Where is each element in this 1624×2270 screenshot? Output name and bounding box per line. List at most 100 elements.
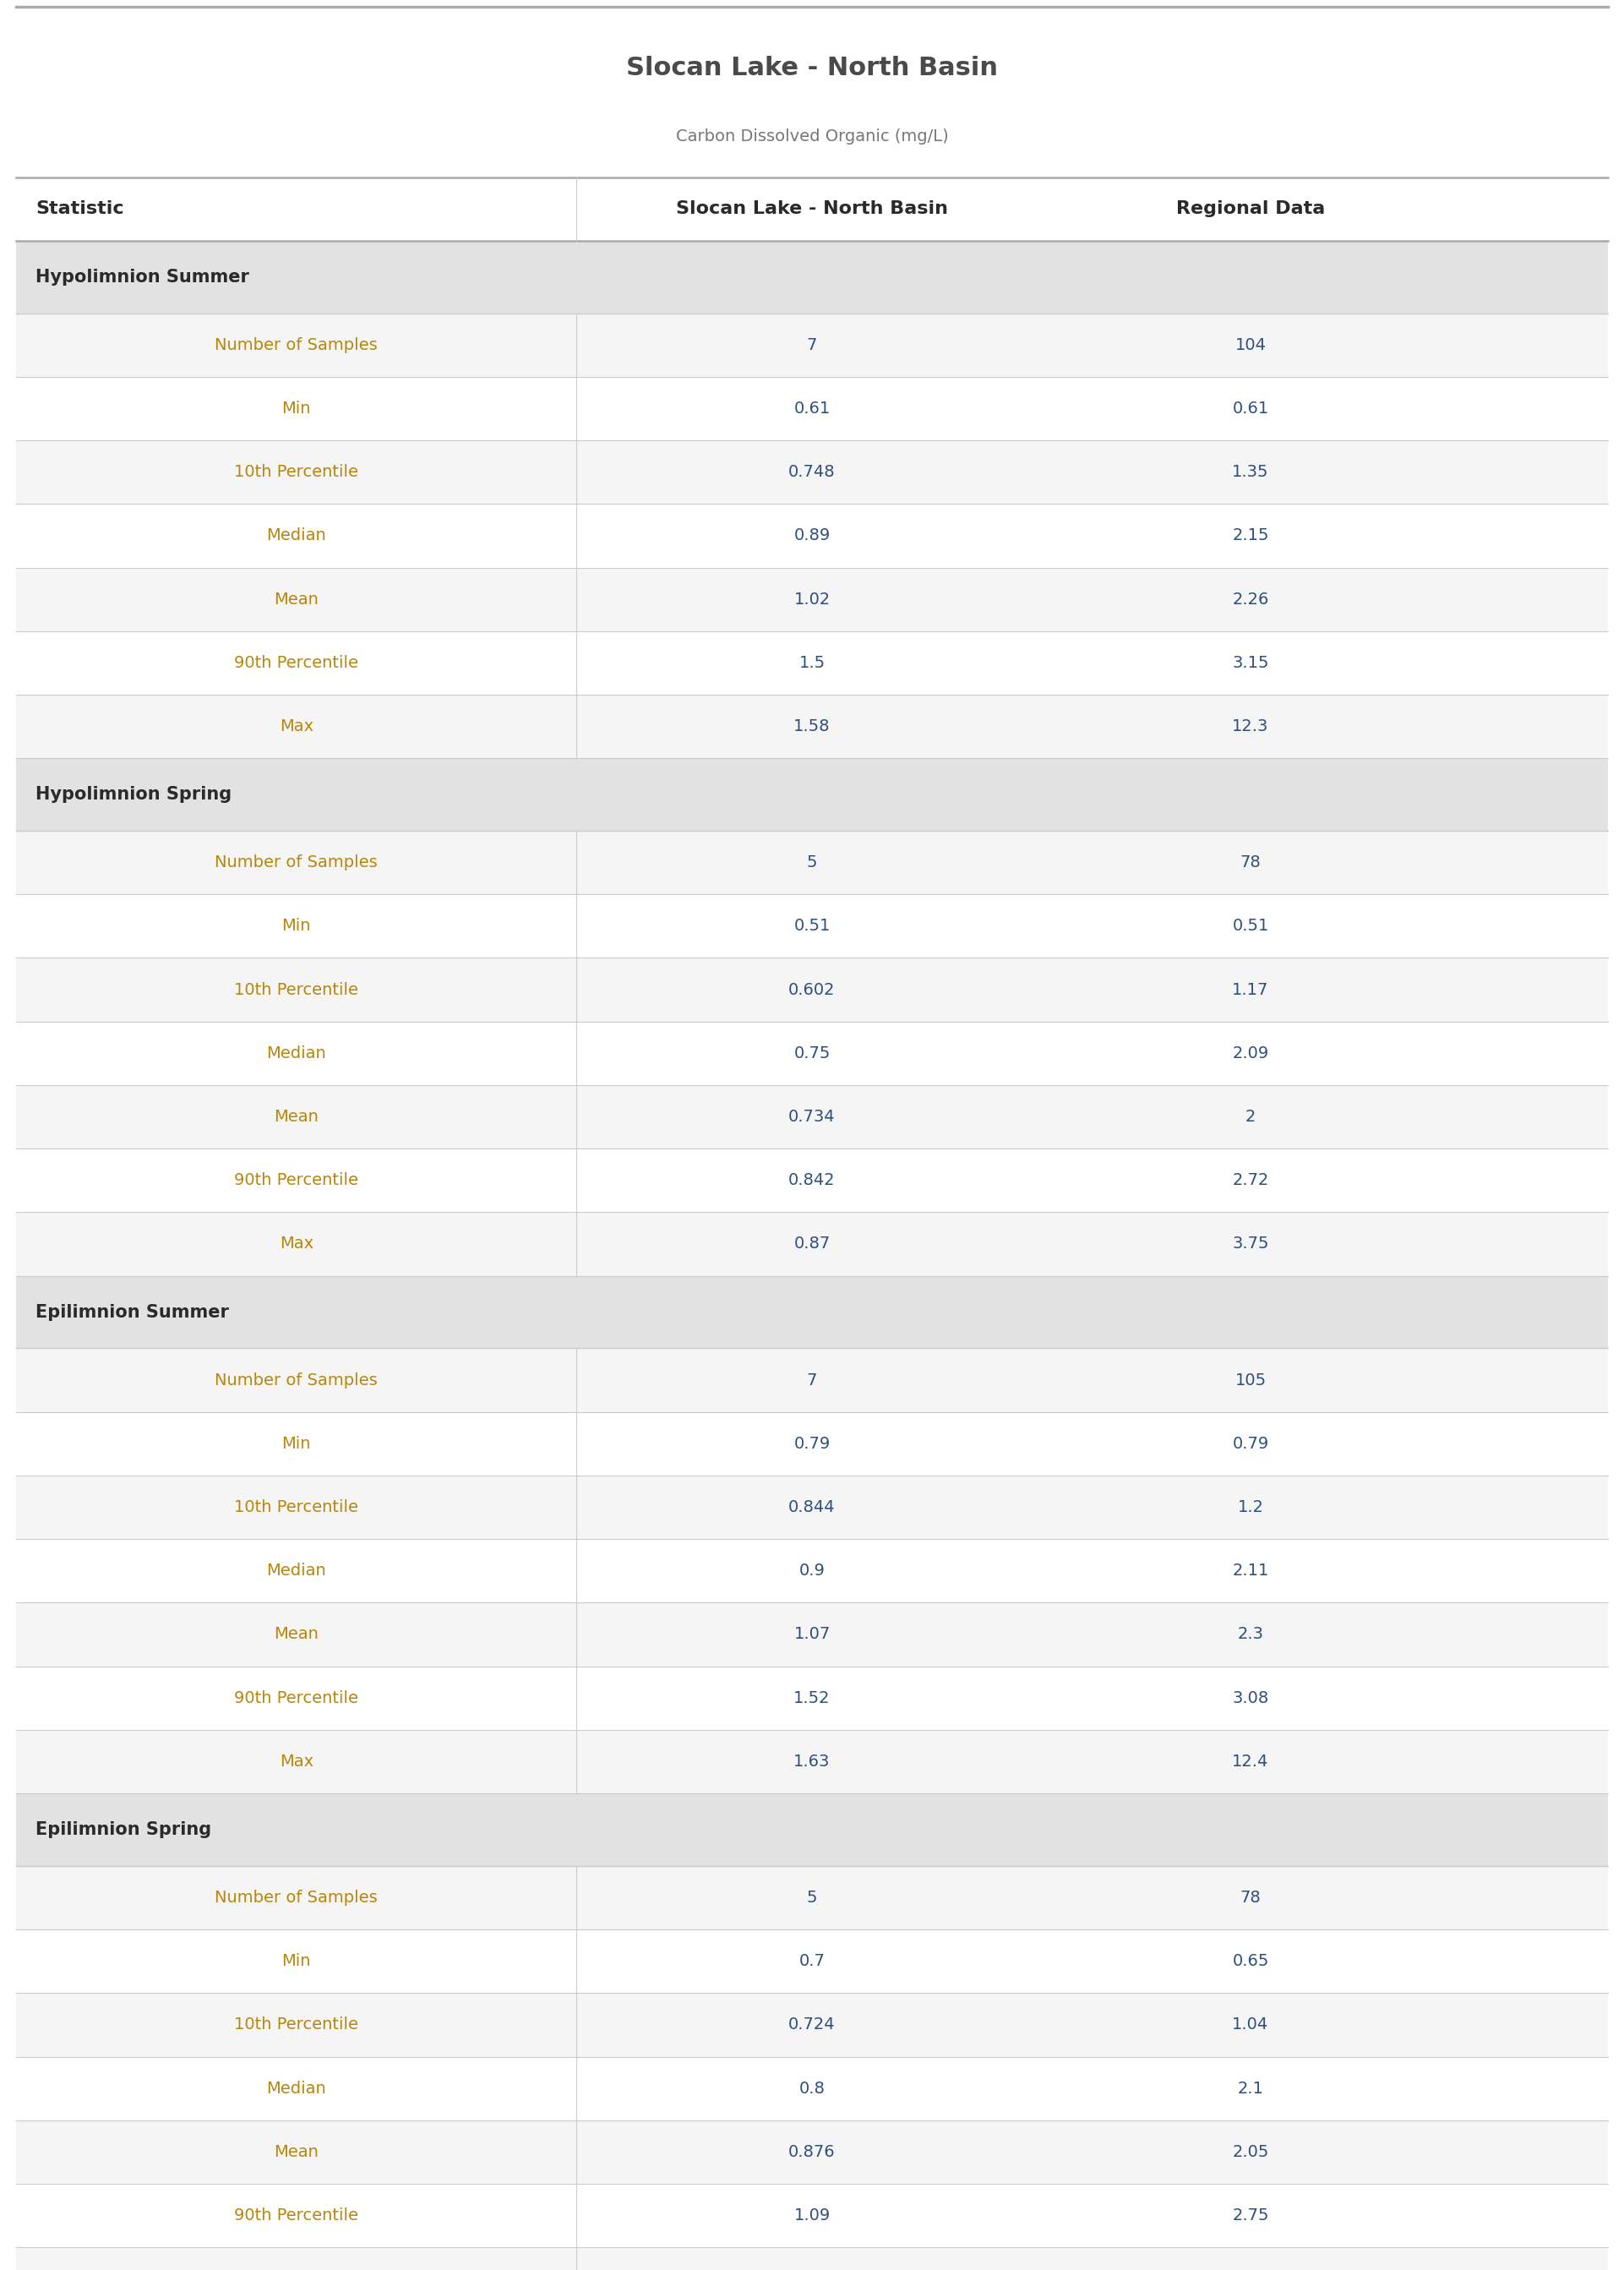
Text: 2.75: 2.75 — [1233, 2206, 1268, 2225]
Text: 78: 78 — [1241, 854, 1260, 872]
Bar — [16, 1085, 1608, 1149]
Text: 0.51: 0.51 — [794, 917, 830, 935]
Text: 0.7: 0.7 — [799, 1952, 825, 1970]
Text: 1.5: 1.5 — [799, 654, 825, 672]
Text: Min: Min — [283, 1435, 310, 1453]
Text: 1.35: 1.35 — [1233, 463, 1268, 481]
Bar — [16, 504, 1608, 568]
Bar — [16, 377, 1608, 440]
Bar — [16, 1539, 1608, 1603]
Text: Mean: Mean — [274, 590, 318, 608]
Text: Max: Max — [279, 717, 313, 735]
Text: 90th Percentile: 90th Percentile — [234, 654, 359, 672]
Text: 12.3: 12.3 — [1233, 717, 1268, 735]
Text: Slocan Lake - North Basin: Slocan Lake - North Basin — [627, 57, 997, 79]
Text: 1.58: 1.58 — [794, 717, 830, 735]
Text: Number of Samples: Number of Samples — [214, 1889, 378, 1907]
Bar — [16, 1149, 1608, 1212]
Text: 2.1: 2.1 — [1237, 2079, 1263, 2097]
Text: 1.63: 1.63 — [794, 1752, 830, 1771]
Bar — [16, 1930, 1608, 1993]
Text: Regional Data: Regional Data — [1176, 200, 1325, 218]
Text: 2.15: 2.15 — [1233, 527, 1268, 545]
Text: 10th Percentile: 10th Percentile — [234, 981, 359, 999]
Text: 5: 5 — [807, 1889, 817, 1907]
Text: Median: Median — [266, 1044, 326, 1062]
Text: 3.75: 3.75 — [1233, 1235, 1268, 1253]
Text: 10th Percentile: 10th Percentile — [234, 463, 359, 481]
Bar — [16, 1993, 1608, 2057]
Text: Min: Min — [283, 400, 310, 418]
Text: 12.4: 12.4 — [1233, 1752, 1268, 1771]
Text: 1.04: 1.04 — [1233, 2016, 1268, 2034]
Bar — [16, 631, 1608, 695]
Bar — [16, 831, 1608, 894]
Bar — [16, 2184, 1608, 2247]
Text: 0.87: 0.87 — [794, 1235, 830, 1253]
Text: 2.09: 2.09 — [1233, 1044, 1268, 1062]
Text: 10th Percentile: 10th Percentile — [234, 1498, 359, 1516]
Text: 90th Percentile: 90th Percentile — [234, 1689, 359, 1707]
Bar — [16, 2057, 1608, 2120]
Text: 0.876: 0.876 — [789, 2143, 835, 2161]
Text: 2.05: 2.05 — [1233, 2143, 1268, 2161]
Bar — [16, 1866, 1608, 1930]
Bar — [16, 894, 1608, 958]
Bar — [16, 1348, 1608, 1412]
Text: Statistic: Statistic — [36, 200, 123, 218]
Text: 90th Percentile: 90th Percentile — [234, 2206, 359, 2225]
Text: Hypolimnion Spring: Hypolimnion Spring — [36, 785, 232, 804]
Bar — [16, 1476, 1608, 1539]
Text: Max: Max — [279, 1752, 313, 1771]
Text: Mean: Mean — [274, 2143, 318, 2161]
Text: 104: 104 — [1234, 336, 1267, 354]
Text: 1.17: 1.17 — [1233, 981, 1268, 999]
Text: 0.51: 0.51 — [1233, 917, 1268, 935]
Bar — [16, 2247, 1608, 2270]
Text: 2.3: 2.3 — [1237, 1625, 1263, 1643]
Text: 1.02: 1.02 — [794, 590, 830, 608]
Text: 0.65: 0.65 — [1233, 1952, 1268, 1970]
Text: 1.07: 1.07 — [794, 1625, 830, 1643]
Text: Median: Median — [266, 1562, 326, 1580]
Text: 1.52: 1.52 — [794, 1689, 830, 1707]
Text: Median: Median — [266, 2079, 326, 2097]
Text: 0.842: 0.842 — [789, 1171, 835, 1189]
Text: Median: Median — [266, 527, 326, 545]
Text: 2.11: 2.11 — [1233, 1562, 1268, 1580]
Text: 10th Percentile: 10th Percentile — [234, 2016, 359, 2034]
Text: Slocan Lake - North Basin: Slocan Lake - North Basin — [676, 200, 948, 218]
Text: Epilimnion Summer: Epilimnion Summer — [36, 1303, 229, 1321]
Bar — [16, 1412, 1608, 1476]
Text: Carbon Dissolved Organic (mg/L): Carbon Dissolved Organic (mg/L) — [676, 127, 948, 145]
Text: 0.8: 0.8 — [799, 2079, 825, 2097]
Text: Number of Samples: Number of Samples — [214, 854, 378, 872]
Bar — [16, 1212, 1608, 1276]
Text: 0.9: 0.9 — [799, 1562, 825, 1580]
Bar — [16, 1276, 1608, 1348]
Text: Min: Min — [283, 917, 310, 935]
Bar — [16, 1730, 1608, 1793]
Text: Epilimnion Spring: Epilimnion Spring — [36, 1821, 211, 1839]
Bar — [16, 758, 1608, 831]
Text: 2: 2 — [1246, 1108, 1255, 1126]
Bar — [16, 1793, 1608, 1866]
Bar — [16, 1603, 1608, 1666]
Text: 2.72: 2.72 — [1233, 1171, 1268, 1189]
Text: 1.09: 1.09 — [794, 2206, 830, 2225]
Text: 3.15: 3.15 — [1233, 654, 1268, 672]
Bar — [16, 440, 1608, 504]
Bar — [16, 958, 1608, 1022]
Bar — [16, 695, 1608, 758]
Bar — [16, 1022, 1608, 1085]
Text: 3.08: 3.08 — [1233, 1689, 1268, 1707]
Text: Max: Max — [279, 1235, 313, 1253]
Text: 1.2: 1.2 — [1237, 1498, 1263, 1516]
Text: 78: 78 — [1241, 1889, 1260, 1907]
Text: 0.79: 0.79 — [794, 1435, 830, 1453]
Bar — [16, 313, 1608, 377]
Text: 7: 7 — [807, 1371, 817, 1389]
Bar — [16, 2120, 1608, 2184]
Text: Number of Samples: Number of Samples — [214, 336, 378, 354]
Text: 0.61: 0.61 — [794, 400, 830, 418]
